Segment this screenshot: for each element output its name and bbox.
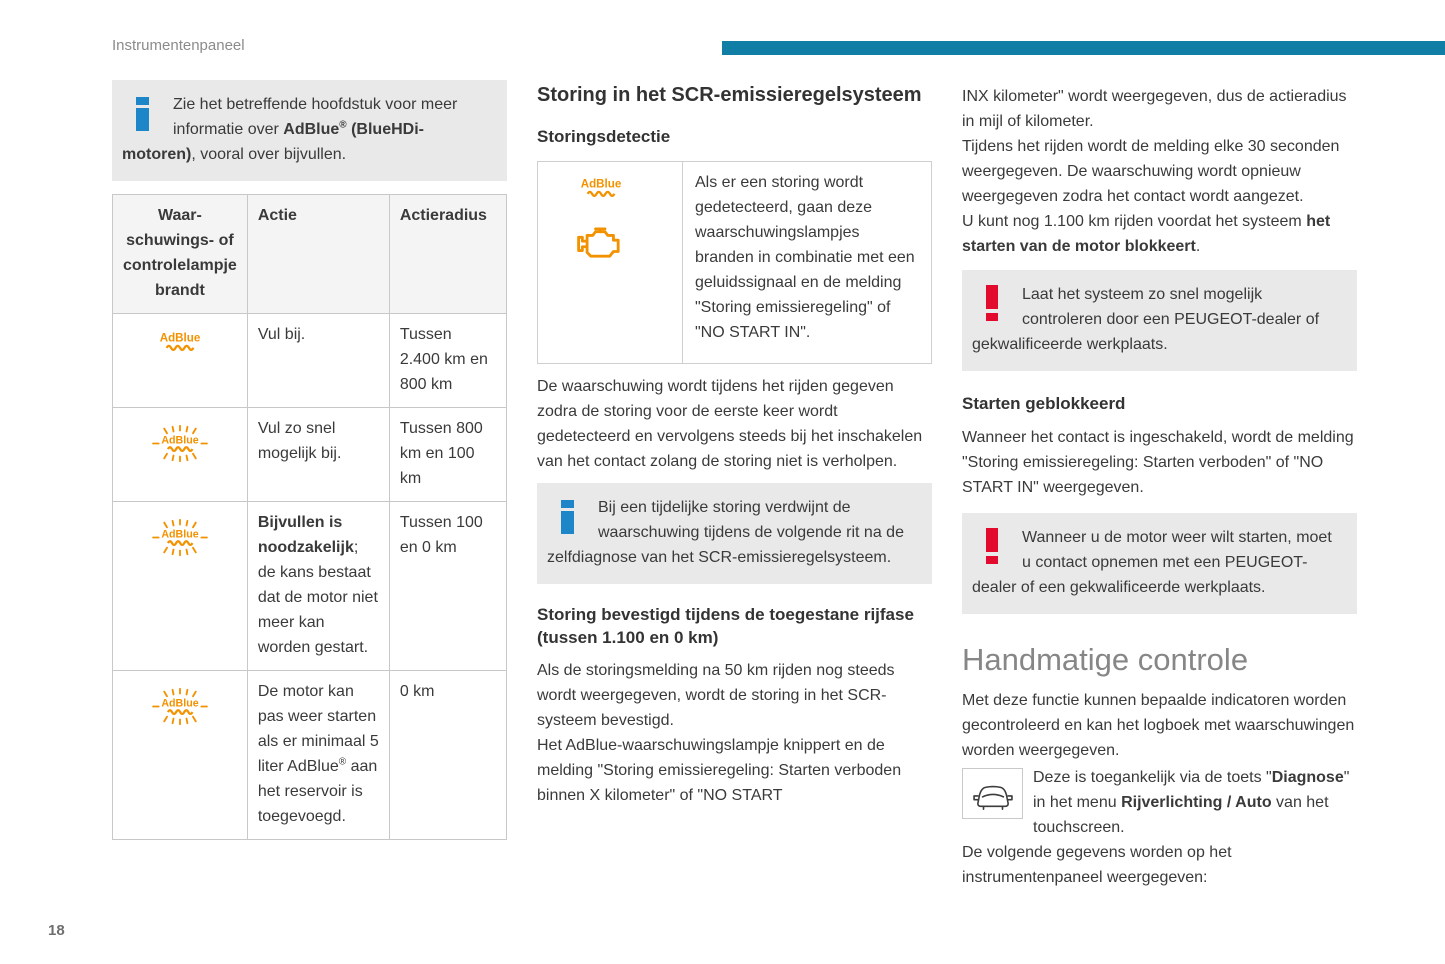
para-detection: De waarschuwing wordt tijdens het rijden…: [537, 378, 923, 470]
section-title-handmatige-controle: Handmatige controle: [962, 642, 1249, 677]
warning-lamps-text: Als er een storing wordt gedetecteerd, g…: [695, 174, 915, 341]
table-row: AdBlue De motor kan pas weer starten als…: [112, 670, 508, 840]
para-blocked: Wanneer het contact is ingeschakeld, wor…: [962, 429, 1354, 496]
svg-text:AdBlue: AdBlue: [160, 332, 201, 345]
radius-cell: Tussen 100 en 0 km: [388, 501, 508, 671]
warning-note-box: Wanneer u de motor weer wilt starten, mo…: [962, 513, 1357, 614]
lamp-cell: AdBlue: [112, 407, 248, 502]
car-diagnose-icon: [962, 768, 1023, 819]
warning-lamps-icons: AdBlue: [538, 162, 683, 363]
table-header-row: Waar-schuwings- of controlelampje brandt…: [112, 194, 508, 314]
svg-text:AdBlue: AdBlue: [161, 698, 198, 710]
middle-column: Storing in het SCR-emissieregelsysteem S…: [537, 80, 932, 890]
warning-note-box: Laat het systeem zo snel mogelijk contro…: [962, 270, 1357, 371]
info-note-box: Bij een tijdelijke storing verdwijnt de …: [537, 483, 932, 584]
section-title-scr: Storing in het SCR-emissieregelsysteem: [537, 84, 922, 106]
left-column: Zie het betreffende hoofdstuk voor meer …: [112, 80, 508, 890]
subsection-storingsdetectie: Storingsdetectie: [537, 127, 671, 146]
radius-cell: Tussen 800 km en 100 km: [388, 407, 508, 502]
diagnose-block: Deze is toegankelijk via de toets "Diagn…: [962, 765, 1357, 890]
radius-cell: 0 km: [388, 670, 508, 840]
svg-text:AdBlue: AdBlue: [581, 178, 622, 191]
info-note-box: Zie het betreffende hoofdstuk voor meer …: [112, 80, 507, 181]
content-columns: Zie het betreffende hoofdstuk voor meer …: [112, 80, 1357, 890]
adblue-warning-lamp-blinking-icon: AdBlue: [152, 687, 208, 726]
para-actieradius: INX kilometer" wordt weergegeven, dus de…: [962, 88, 1347, 255]
right-column: INX kilometer" wordt weergegeven, dus de…: [962, 80, 1357, 890]
info-note-text: Zie het betreffende hoofdstuk voor meer …: [122, 96, 458, 163]
warning-note-text: Laat het systeem zo snel mogelijk contro…: [972, 286, 1320, 353]
para-manual: Met deze functie kunnen bepaalde indicat…: [962, 692, 1355, 759]
adblue-warning-lamp-icon: AdBlue: [160, 332, 201, 351]
para-confirmed: Als de storingsmelding na 50 km rijden n…: [537, 662, 902, 804]
page-header-title: Instrumentenpaneel: [112, 37, 245, 54]
adblue-warning-table: Waar-schuwings- of controlelampje brandt…: [112, 194, 508, 840]
info-icon: [136, 97, 149, 131]
warning-icon: [986, 528, 998, 564]
svg-text:AdBlue: AdBlue: [161, 529, 198, 541]
lamp-cell: AdBlue: [112, 501, 248, 671]
table-row: AdBlue Bijvullen is noodzakelijk; de kan…: [112, 501, 508, 671]
info-icon: [561, 500, 574, 534]
subsection-starten-geblokkeerd: Starten geblokkeerd: [962, 394, 1126, 413]
engine-warning-lamp-icon: [572, 225, 682, 269]
adblue-warning-lamp-icon: AdBlue: [581, 178, 622, 197]
lamp-cell: AdBlue: [112, 313, 248, 408]
actie-cell: Vul bij.: [246, 313, 390, 408]
actie-cell: Bijvullen is noodzakelijk; de kans besta…: [246, 501, 390, 671]
para-diagnose: Deze is toegankelijk via de toets "Diagn…: [962, 769, 1350, 886]
adblue-warning-lamp-blinking-icon: AdBlue: [152, 518, 208, 557]
header-accent-bar: [722, 41, 1445, 55]
page-number: 18: [48, 922, 65, 939]
table-header-radius: Actieradius: [388, 194, 508, 314]
table-header-actie: Actie: [246, 194, 390, 314]
actie-cell: Vul zo snel mogelijk bij.: [246, 407, 390, 502]
table-row: AdBlue Vul zo snel mogelijk bij. Tussen …: [112, 407, 508, 502]
warning-note-text: Wanneer u de motor weer wilt starten, mo…: [972, 529, 1332, 596]
svg-text:AdBlue: AdBlue: [161, 435, 198, 447]
info-note-text: Bij een tijdelijke storing verdwijnt de …: [547, 499, 904, 566]
subsection-storing-bevestigd: Storing bevestigd tijdens de toegestane …: [537, 605, 914, 647]
lamp-cell: AdBlue: [112, 670, 248, 840]
radius-cell: Tussen 2.400 km en 800 km: [388, 313, 508, 408]
warning-icon: [986, 285, 998, 321]
table-header-lamp: Waar-schuwings- of controlelampje brandt: [112, 194, 248, 314]
warning-lamps-box: AdBlue Als er een storing wordt gedetect…: [537, 161, 932, 364]
table-row: AdBlue Vul bij. Tussen 2.400 km en 800 k…: [112, 313, 508, 408]
adblue-warning-lamp-blinking-icon: AdBlue: [152, 424, 208, 463]
actie-cell: De motor kan pas weer starten als er min…: [246, 670, 390, 840]
